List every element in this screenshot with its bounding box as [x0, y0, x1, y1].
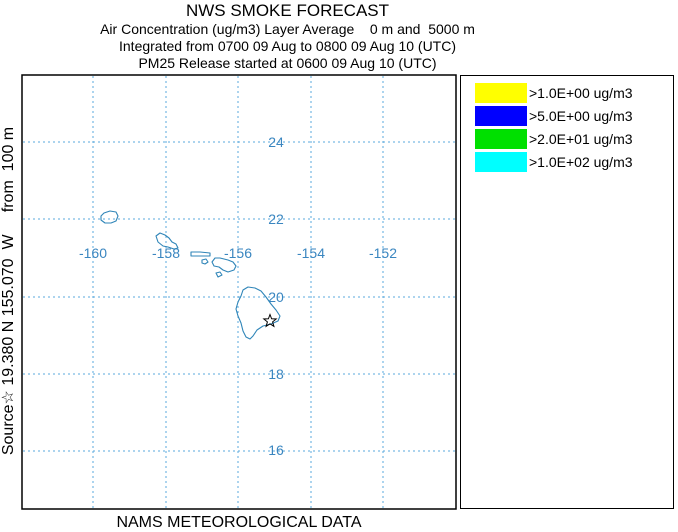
map-title: NWS SMOKE FORECAST [185, 1, 390, 20]
island-hawaii [235, 286, 281, 340]
legend-item: >1.0E+00 ug/m3 [475, 83, 633, 103]
lat-label-24: 24 [268, 134, 284, 150]
legend-item: >2.0E+01 ug/m3 [475, 129, 633, 149]
lat-label-18: 18 [268, 366, 284, 382]
latitude-gridlines [23, 141, 455, 452]
legend-swatch-blue [475, 106, 527, 126]
island-oahu [155, 232, 179, 250]
lat-label-20: 20 [268, 289, 284, 305]
map-frame [21, 74, 457, 510]
island-kauai [100, 210, 119, 224]
island-lanai [201, 258, 209, 265]
legend-item: >5.0E+00 ug/m3 [475, 106, 633, 126]
island-kahoolawe [215, 271, 223, 278]
lat-label-16: 16 [268, 442, 284, 458]
island-maui [211, 257, 237, 273]
header: NWS SMOKE FORECAST Air Concentration (ug… [0, 0, 575, 72]
meteorological-data-label: NAMS METEOROLOGICAL DATA [116, 514, 362, 531]
legend-label: >1.0E+02 ug/m3 [529, 154, 633, 170]
lon-label-158: -158 [152, 245, 180, 261]
release-info: PM25 Release started at 0600 09 Aug 10 (… [138, 55, 437, 71]
legend-swatch-cyan [475, 152, 527, 172]
legend-label: >2.0E+01 ug/m3 [529, 131, 633, 147]
lat-label-22: 22 [268, 211, 284, 227]
legend-swatch-yellow [475, 83, 527, 103]
integration-period: Integrated from 0700 09 Aug to 0800 09 A… [119, 38, 456, 54]
legend: >1.0E+00 ug/m3 >5.0E+00 ug/m3 >2.0E+01 u… [460, 75, 674, 509]
lon-label-152: -152 [369, 245, 397, 261]
legend-label: >5.0E+00 ug/m3 [529, 108, 633, 124]
lon-label-160: -160 [79, 245, 107, 261]
island-molokai [190, 251, 211, 257]
lon-label-156: -156 [224, 245, 252, 261]
longitude-gridlines [92, 76, 384, 508]
legend-label: >1.0E+00 ug/m3 [529, 85, 633, 101]
concentration-subtitle: Air Concentration (ug/m3) Layer Average … [100, 21, 475, 37]
lon-label-154: -154 [297, 245, 325, 261]
legend-item: >1.0E+02 ug/m3 [475, 152, 633, 172]
star-icon [262, 313, 278, 328]
legend-swatch-green [475, 129, 527, 149]
